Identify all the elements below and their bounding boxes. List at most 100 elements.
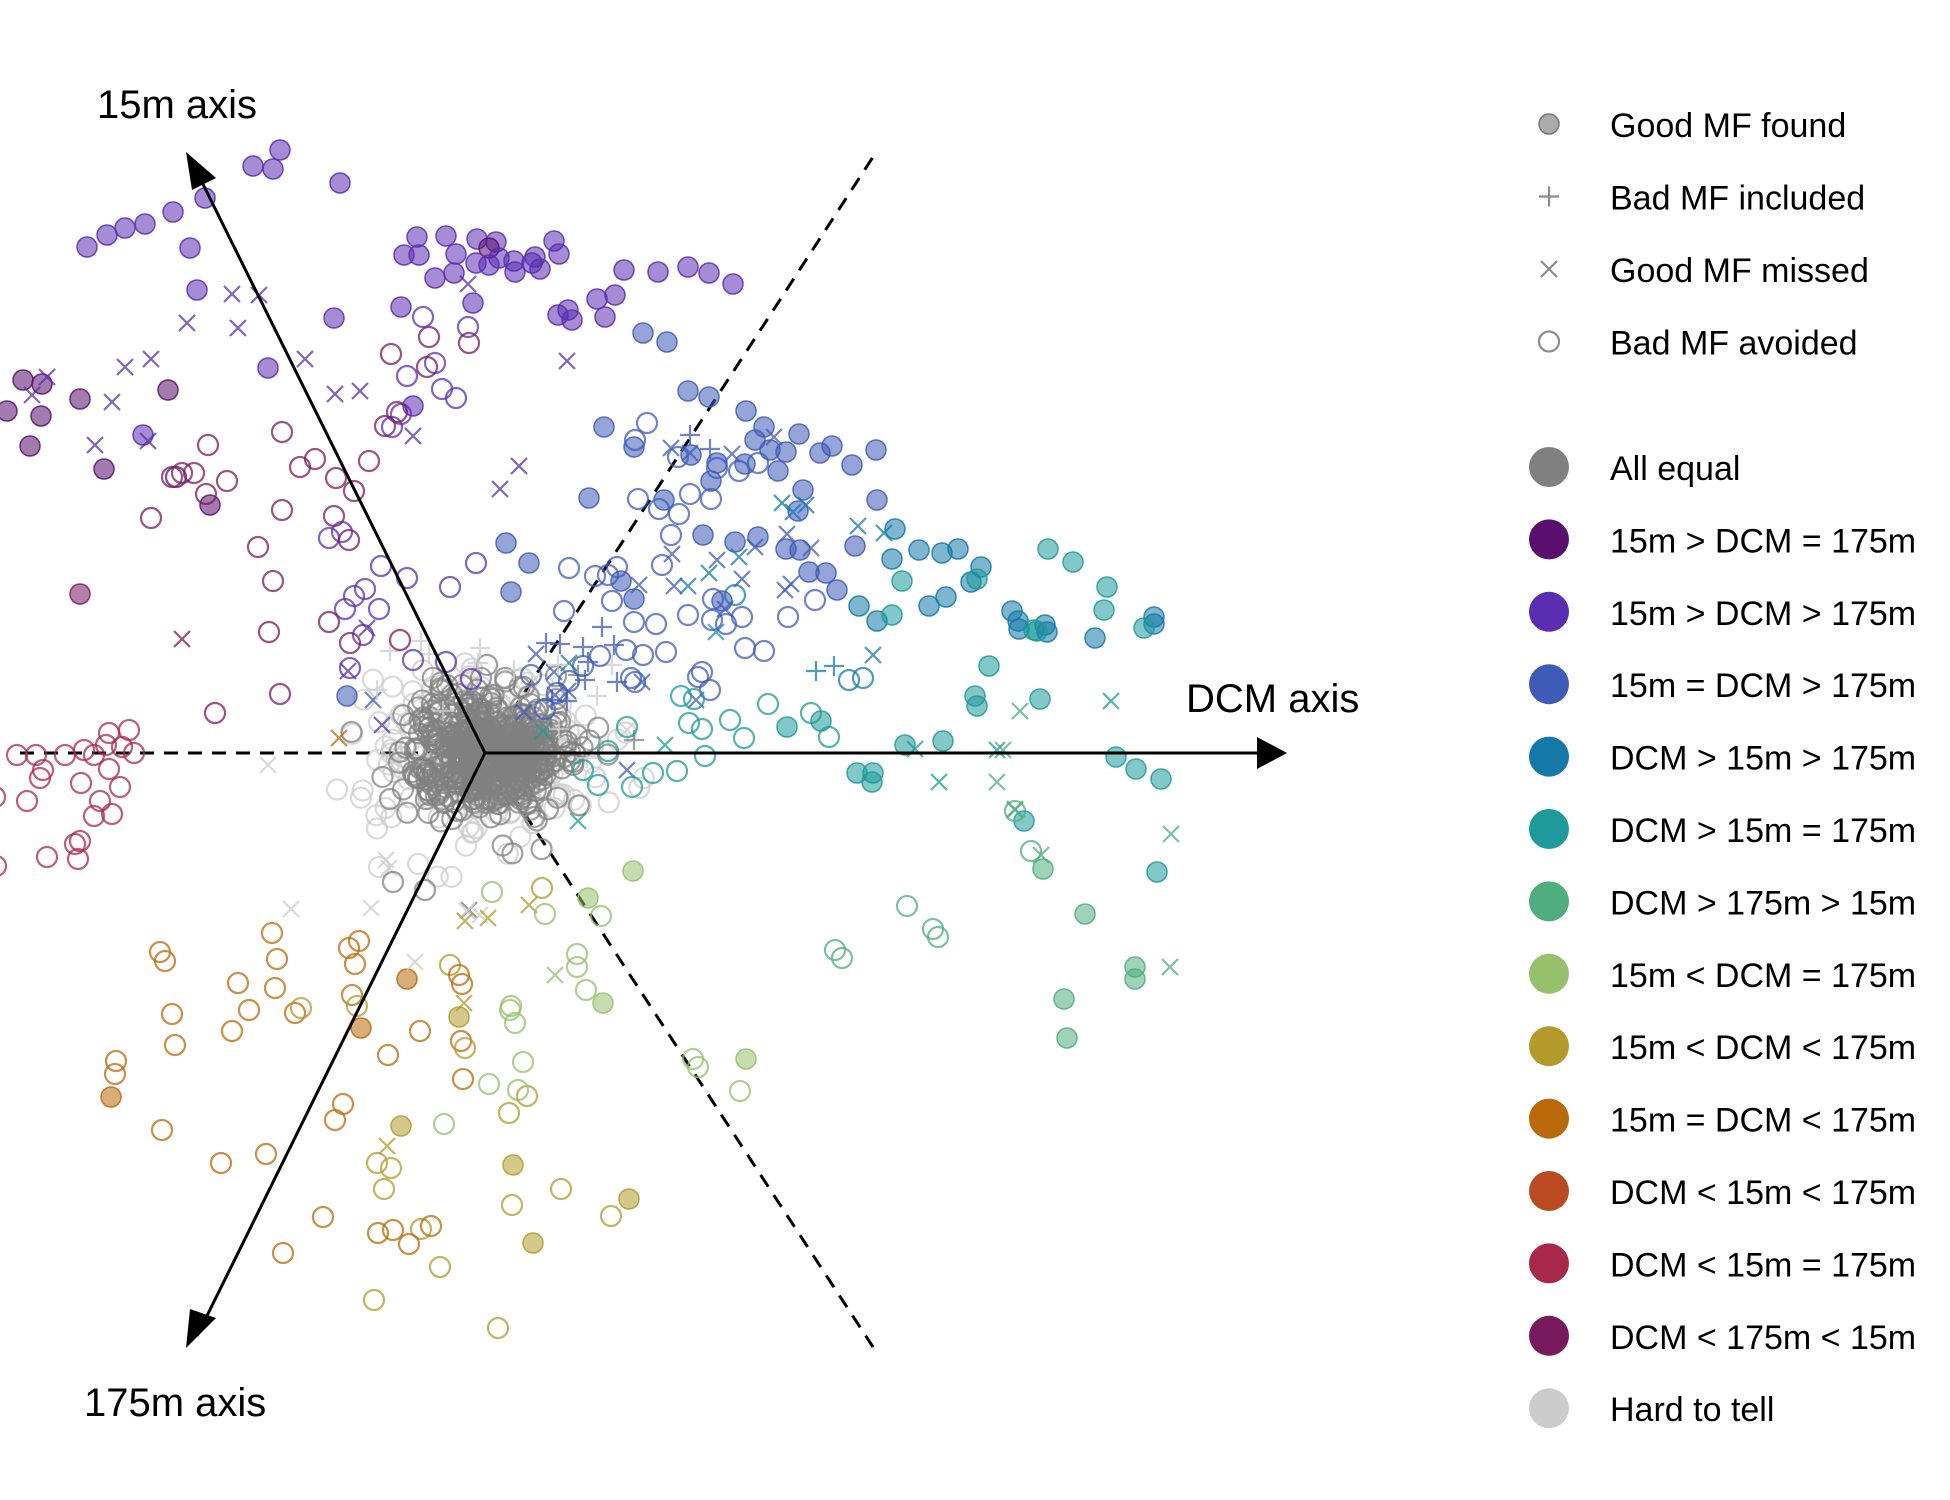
point-c12-bad_avoided — [170, 461, 194, 485]
point-c5-bad_avoided — [756, 692, 780, 716]
point-c2-good_found — [594, 306, 616, 328]
point-c5-bad_avoided — [677, 711, 701, 735]
point-hard-to-tell — [461, 820, 485, 844]
point-c8-good_found — [390, 1115, 412, 1137]
point-c2-good_missed — [142, 350, 160, 368]
point-c4-good_found — [908, 539, 930, 561]
point-c11-bad_avoided — [15, 789, 39, 813]
point-all-equal — [530, 837, 553, 861]
legend-swatch-c8 — [1529, 1026, 1569, 1067]
legend-swatch-c9 — [1529, 1098, 1569, 1139]
legend-label-bad-included: Bad MF included — [1610, 180, 1865, 218]
point-c2-good_found — [179, 237, 201, 259]
point-c8-bad_avoided — [289, 996, 313, 1020]
point-c3-bad_avoided — [600, 589, 624, 613]
point-c1-good_found — [12, 369, 34, 391]
point-c3-good_missed — [618, 761, 636, 779]
point-hard-good_missed — [259, 756, 277, 774]
point-c3-bad_avoided — [678, 482, 702, 506]
point-c12-bad_avoided — [139, 506, 163, 530]
point-c3-good_missed — [765, 428, 783, 446]
point-c4-good_found — [884, 518, 906, 540]
one75m-axis-head — [186, 1309, 216, 1348]
point-c2-good_found — [604, 284, 626, 306]
point-c3-bad_included — [592, 617, 612, 637]
point-c3-good_found — [698, 386, 720, 408]
point-c12-bad_avoided — [261, 569, 285, 593]
point-c4-bad_avoided — [723, 583, 747, 607]
point-c2-good_missed — [351, 382, 369, 400]
legend-label-c3: 15m = DCM > 175m — [1610, 667, 1916, 705]
point-c4-bad_avoided — [851, 666, 875, 690]
point-hard-bad_included — [548, 655, 568, 675]
point-c3-good_found — [623, 588, 645, 610]
point-c2-bad_avoided — [411, 305, 435, 329]
point-c5-good_found — [1133, 617, 1155, 639]
point-c7-bad_avoided — [480, 880, 504, 904]
legend-swatch-c2 — [1529, 591, 1569, 632]
point-c4-good_missed — [875, 524, 893, 542]
point-hard-to-tell — [454, 834, 478, 857]
point-c2-bad_avoided — [438, 575, 462, 599]
point-c8-bad_avoided — [599, 1204, 623, 1228]
point-c3-bad_avoided — [733, 636, 757, 660]
point-c2-good_found — [445, 243, 467, 265]
point-c5-good_found — [1146, 861, 1168, 883]
point-c5-good_found — [966, 695, 988, 717]
point-c5-good_missed — [656, 736, 674, 754]
point-c3-bad_avoided — [666, 445, 690, 469]
point-c11-bad_avoided — [28, 766, 52, 790]
point-c3-good_found — [767, 460, 789, 482]
point-c9-bad_avoided — [271, 1241, 295, 1265]
point-hard-bad_included — [468, 653, 488, 673]
point-c2-good_found — [647, 261, 669, 283]
point-c3-bad_avoided — [705, 456, 729, 480]
point-hard-to-tell — [440, 865, 463, 888]
dcm-axis-label: DCM axis — [1186, 677, 1359, 721]
point-all-equal — [533, 733, 557, 757]
point-c8-good_found — [448, 1006, 470, 1028]
point-c3-bad_avoided — [647, 497, 671, 521]
point-c2-good_missed — [558, 352, 576, 370]
point-hard-to-tell — [361, 668, 385, 691]
point-c7-good_found — [622, 860, 644, 882]
point-all-equal — [519, 798, 542, 821]
point-c9-bad_avoided — [103, 1062, 127, 1086]
point-c7-bad_avoided — [565, 942, 589, 966]
point-c7-bad_avoided — [511, 1050, 535, 1074]
point-all-equal — [512, 703, 535, 726]
point-c5-bad_avoided — [669, 684, 693, 708]
point-c9-bad_avoided — [381, 1218, 405, 1242]
point-c2-good_found — [96, 224, 118, 246]
point-c8-bad_avoided — [497, 1101, 521, 1125]
point-c2-good_missed — [116, 358, 134, 376]
point-c5-bad_avoided — [799, 701, 823, 725]
point-c12-bad_avoided — [196, 433, 220, 457]
point-c4-good_missed — [700, 564, 718, 582]
dcm-axis-head — [1257, 737, 1287, 769]
point-c6-bad_avoided — [921, 917, 945, 941]
legend-label-c12: DCM < 175m < 15m — [1610, 1319, 1916, 1357]
point-c5-bad_avoided — [620, 775, 644, 799]
point-hard-to-tell — [381, 728, 404, 751]
point-all-equal — [371, 765, 394, 789]
point-all-equal — [418, 705, 441, 728]
point-c9-bad_avoided — [340, 983, 364, 1007]
point-c5-bad_avoided — [571, 758, 595, 782]
point-c11-bad_avoided — [88, 789, 112, 813]
point-c2-good_found — [76, 236, 98, 258]
point-c11-bad_avoided — [100, 802, 124, 826]
point-c3-bad_avoided — [752, 639, 776, 663]
point-c2-good_missed — [373, 716, 391, 734]
point-c5-good_found — [894, 734, 916, 756]
point-c6-good_missed — [1161, 958, 1179, 976]
point-hard-bad_included — [587, 686, 607, 706]
point-c8-bad_avoided — [379, 1156, 403, 1180]
point-c2-good_missed — [86, 436, 104, 454]
point-c3-good_found — [495, 532, 517, 554]
point-c9-bad_avoided — [376, 1043, 400, 1067]
point-c12-bad_avoided — [303, 447, 327, 471]
legend-label-c5: DCM > 15m = 175m — [1610, 812, 1916, 850]
point-hard-bad_included — [549, 719, 569, 739]
